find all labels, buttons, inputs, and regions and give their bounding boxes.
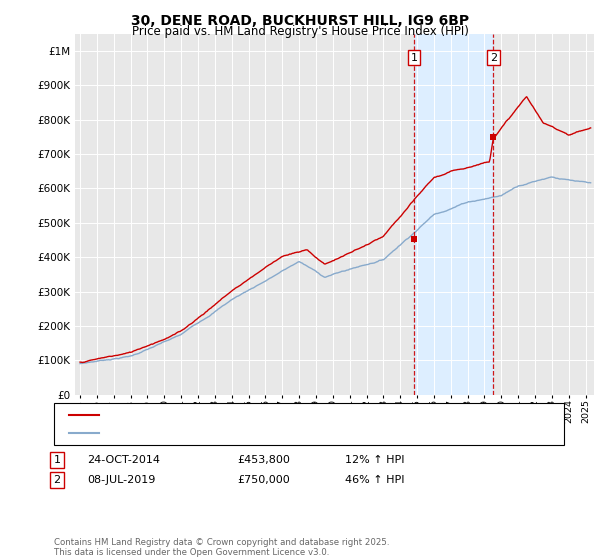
Text: £453,800: £453,800	[237, 455, 290, 465]
Text: 08-JUL-2019: 08-JUL-2019	[87, 475, 155, 485]
Text: Price paid vs. HM Land Registry's House Price Index (HPI): Price paid vs. HM Land Registry's House …	[131, 25, 469, 38]
Bar	[414, 34, 493, 395]
Text: Contains HM Land Registry data © Crown copyright and database right 2025.
This d: Contains HM Land Registry data © Crown c…	[54, 538, 389, 557]
Text: 46% ↑ HPI: 46% ↑ HPI	[345, 475, 404, 485]
Text: 30, DENE ROAD, BUCKHURST HILL, IG9 6BP: 30, DENE ROAD, BUCKHURST HILL, IG9 6BP	[131, 14, 469, 28]
Text: 2: 2	[490, 53, 497, 63]
Text: 24-OCT-2014: 24-OCT-2014	[87, 455, 160, 465]
Text: 1: 1	[410, 53, 418, 63]
Text: 1: 1	[53, 455, 61, 465]
Text: 2: 2	[53, 475, 61, 485]
Text: 12% ↑ HPI: 12% ↑ HPI	[345, 455, 404, 465]
Text: HPI: Average price, semi-detached house, Epping Forest: HPI: Average price, semi-detached house,…	[105, 428, 385, 438]
Text: £750,000: £750,000	[237, 475, 290, 485]
Text: 30, DENE ROAD, BUCKHURST HILL, IG9 6BP (semi-detached house): 30, DENE ROAD, BUCKHURST HILL, IG9 6BP (…	[105, 409, 440, 419]
